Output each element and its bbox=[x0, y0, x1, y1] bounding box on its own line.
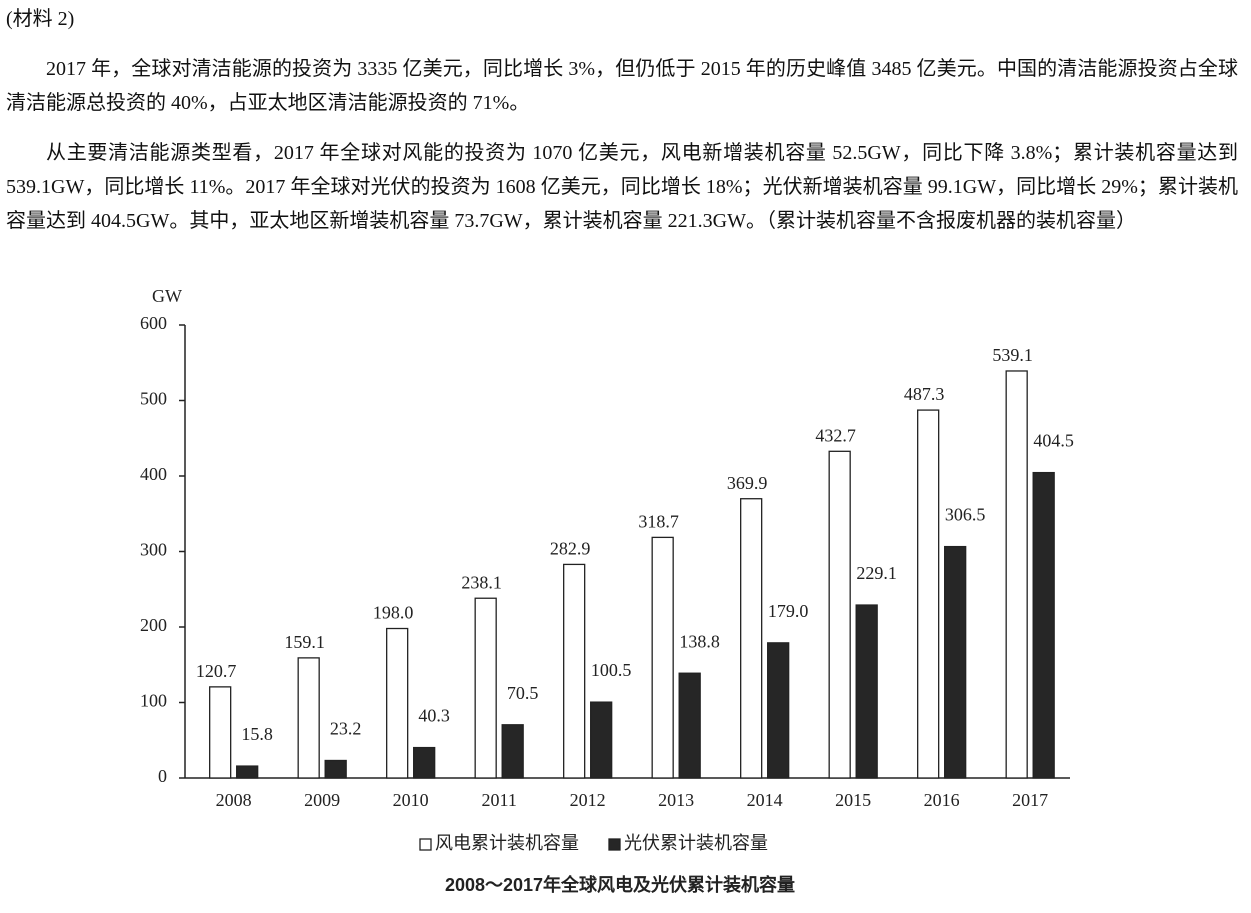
legend-label: 光伏累计装机容量 bbox=[624, 833, 768, 853]
value-label: 70.5 bbox=[507, 683, 539, 703]
value-label: 282.9 bbox=[550, 539, 591, 559]
value-label: 229.1 bbox=[856, 563, 897, 583]
material-label: (材料 2) bbox=[6, 8, 75, 30]
bar bbox=[474, 597, 497, 779]
value-label: 539.1 bbox=[992, 345, 1033, 365]
x-tick-label: 2015 bbox=[835, 790, 871, 810]
y-tick-label: 400 bbox=[140, 464, 167, 484]
x-tick-label: 2016 bbox=[924, 790, 960, 810]
x-tick-label: 2012 bbox=[570, 790, 606, 810]
value-label: 318.7 bbox=[638, 512, 679, 532]
bar bbox=[209, 686, 232, 779]
y-tick-label: 600 bbox=[140, 313, 167, 333]
value-label: 120.7 bbox=[196, 661, 237, 681]
legend-swatch bbox=[608, 838, 621, 851]
bar bbox=[1032, 471, 1055, 779]
x-tick-label: 2011 bbox=[482, 790, 517, 810]
bar bbox=[651, 536, 674, 779]
y-axis-label: GW bbox=[152, 286, 182, 306]
value-label: 198.0 bbox=[373, 603, 414, 623]
bar bbox=[767, 642, 790, 779]
x-tick-label: 2010 bbox=[393, 790, 429, 810]
x-tick-label: 2009 bbox=[304, 790, 340, 810]
x-tick-label: 2017 bbox=[1012, 790, 1048, 810]
legend-swatch bbox=[419, 838, 432, 851]
legend-label: 风电累计装机容量 bbox=[435, 833, 579, 853]
bar bbox=[501, 724, 524, 779]
value-label: 40.3 bbox=[418, 706, 450, 726]
bar bbox=[944, 545, 967, 779]
value-label: 23.2 bbox=[330, 719, 362, 739]
bar bbox=[297, 657, 320, 779]
bar bbox=[590, 701, 613, 779]
chart-title: 2008～2017年全球风电及光伏累计装机容量 bbox=[445, 874, 795, 895]
bar bbox=[324, 759, 347, 779]
value-label: 306.5 bbox=[945, 505, 986, 525]
value-label: 179.0 bbox=[768, 601, 809, 621]
value-label: 159.1 bbox=[284, 632, 325, 652]
bar bbox=[386, 627, 409, 779]
value-label: 138.8 bbox=[679, 631, 720, 651]
bar bbox=[563, 563, 586, 779]
bar bbox=[678, 672, 701, 779]
bar bbox=[1005, 370, 1028, 779]
bar bbox=[917, 409, 940, 779]
value-label: 487.3 bbox=[904, 384, 945, 404]
x-tick-label: 2008 bbox=[216, 790, 252, 810]
value-label: 15.8 bbox=[241, 724, 273, 744]
paragraph: 2017 年，全球对清洁能源的投资为 3335 亿美元，同比增长 3%，但仍低于… bbox=[6, 58, 1238, 114]
paragraph: 从主要清洁能源类型看，2017 年全球对风能的投资为 1070 亿美元，风电新增… bbox=[6, 142, 1238, 232]
y-tick-label: 200 bbox=[140, 615, 167, 635]
y-tick-label: 500 bbox=[140, 389, 167, 409]
bar bbox=[828, 450, 851, 779]
y-tick-label: 0 bbox=[158, 766, 167, 786]
x-tick-label: 2013 bbox=[658, 790, 694, 810]
value-label: 404.5 bbox=[1033, 431, 1074, 451]
bar bbox=[413, 746, 436, 779]
value-label: 238.1 bbox=[461, 572, 502, 592]
document: (材料 2) 2017 年，全球对清洁能源的投资为 3335 亿美元，同比增长 … bbox=[6, 2, 1238, 254]
x-tick-label: 2014 bbox=[747, 790, 783, 810]
value-label: 432.7 bbox=[815, 425, 856, 445]
y-tick-label: 100 bbox=[140, 691, 167, 711]
bar bbox=[740, 498, 763, 779]
y-tick-label: 300 bbox=[140, 540, 167, 560]
value-label: 369.9 bbox=[727, 473, 768, 493]
bar bbox=[855, 604, 878, 779]
bar bbox=[236, 765, 259, 779]
value-label: 100.5 bbox=[591, 660, 632, 680]
